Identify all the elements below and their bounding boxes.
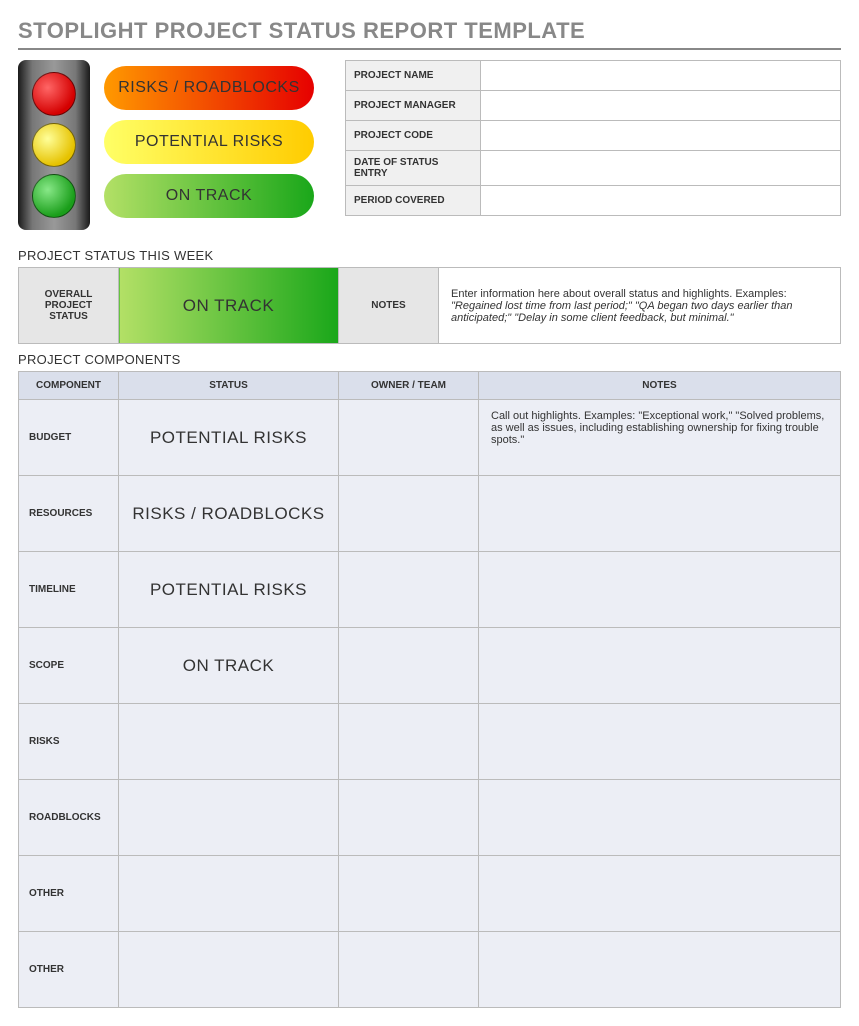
component-status-cell[interactable] xyxy=(119,780,339,856)
component-label: RESOURCES xyxy=(19,476,119,552)
component-status-cell[interactable]: POTENTIAL RISKS xyxy=(119,552,339,628)
info-value[interactable] xyxy=(481,91,841,121)
legend-red: RISKS / ROADBLOCKS xyxy=(104,66,314,110)
component-notes-cell[interactable] xyxy=(479,552,841,628)
top-section: RISKS / ROADBLOCKS POTENTIAL RISKS ON TR… xyxy=(18,60,841,230)
status-week-table: OVERALL PROJECT STATUS ON TRACK NOTES En… xyxy=(18,267,841,344)
component-status-cell[interactable] xyxy=(119,856,339,932)
component-label: RISKS xyxy=(19,704,119,780)
component-owner-cell[interactable] xyxy=(339,856,479,932)
component-owner-cell[interactable] xyxy=(339,628,479,704)
legend-green: ON TRACK xyxy=(104,174,314,218)
info-value[interactable] xyxy=(481,121,841,151)
component-label: OTHER xyxy=(19,856,119,932)
project-info-table: PROJECT NAME PROJECT MANAGER PROJECT COD… xyxy=(345,60,841,216)
component-label: OTHER xyxy=(19,932,119,1008)
col-header: COMPONENT xyxy=(19,372,119,400)
info-label: PERIOD COVERED xyxy=(346,186,481,216)
notes-intro: Enter information here about overall sta… xyxy=(451,288,787,300)
legend-labels: RISKS / ROADBLOCKS POTENTIAL RISKS ON TR… xyxy=(104,60,314,230)
info-value[interactable] xyxy=(481,186,841,216)
info-label: PROJECT NAME xyxy=(346,61,481,91)
yellow-light-icon xyxy=(32,123,76,167)
component-status-cell[interactable]: RISKS / ROADBLOCKS xyxy=(119,476,339,552)
component-notes-cell[interactable] xyxy=(479,628,841,704)
component-owner-cell[interactable] xyxy=(339,552,479,628)
component-label: ROADBLOCKS xyxy=(19,780,119,856)
info-label: DATE OF STATUS ENTRY xyxy=(346,151,481,186)
col-header: OWNER / TEAM xyxy=(339,372,479,400)
info-value[interactable] xyxy=(481,61,841,91)
component-notes-cell[interactable] xyxy=(479,932,841,1008)
component-owner-cell[interactable] xyxy=(339,780,479,856)
overall-status-label: OVERALL PROJECT STATUS xyxy=(19,268,119,344)
component-owner-cell[interactable] xyxy=(339,400,479,476)
component-notes-cell[interactable]: Call out highlights. Examples: "Exceptio… xyxy=(479,400,841,476)
components-title: PROJECT COMPONENTS xyxy=(18,352,841,367)
legend-yellow: POTENTIAL RISKS xyxy=(104,120,314,164)
notes-examples: "Regained lost time from last period;" "… xyxy=(451,300,792,324)
component-status-cell[interactable]: ON TRACK xyxy=(119,628,339,704)
component-owner-cell[interactable] xyxy=(339,932,479,1008)
info-label: PROJECT MANAGER xyxy=(346,91,481,121)
component-notes-cell[interactable] xyxy=(479,704,841,780)
overall-status-cell[interactable]: ON TRACK xyxy=(119,268,339,344)
component-label: BUDGET xyxy=(19,400,119,476)
page-title: STOPLIGHT PROJECT STATUS REPORT TEMPLATE xyxy=(18,18,841,50)
col-header: NOTES xyxy=(479,372,841,400)
component-status-cell[interactable]: POTENTIAL RISKS xyxy=(119,400,339,476)
component-notes-cell[interactable] xyxy=(479,780,841,856)
legend-block: RISKS / ROADBLOCKS POTENTIAL RISKS ON TR… xyxy=(18,60,314,230)
red-light-icon xyxy=(32,72,76,116)
component-label: SCOPE xyxy=(19,628,119,704)
components-table: COMPONENT STATUS OWNER / TEAM NOTES BUDG… xyxy=(18,371,841,1008)
status-week-title: PROJECT STATUS THIS WEEK xyxy=(18,248,841,263)
component-label: TIMELINE xyxy=(19,552,119,628)
component-owner-cell[interactable] xyxy=(339,476,479,552)
component-notes-cell[interactable] xyxy=(479,476,841,552)
info-value[interactable] xyxy=(481,151,841,186)
stoplight-icon xyxy=(18,60,90,230)
green-light-icon xyxy=(32,174,76,218)
col-header: STATUS xyxy=(119,372,339,400)
component-status-cell[interactable] xyxy=(119,704,339,780)
component-notes-cell[interactable] xyxy=(479,856,841,932)
component-status-cell[interactable] xyxy=(119,932,339,1008)
notes-label: NOTES xyxy=(339,268,439,344)
info-label: PROJECT CODE xyxy=(346,121,481,151)
component-owner-cell[interactable] xyxy=(339,704,479,780)
notes-value[interactable]: Enter information here about overall sta… xyxy=(439,268,841,344)
